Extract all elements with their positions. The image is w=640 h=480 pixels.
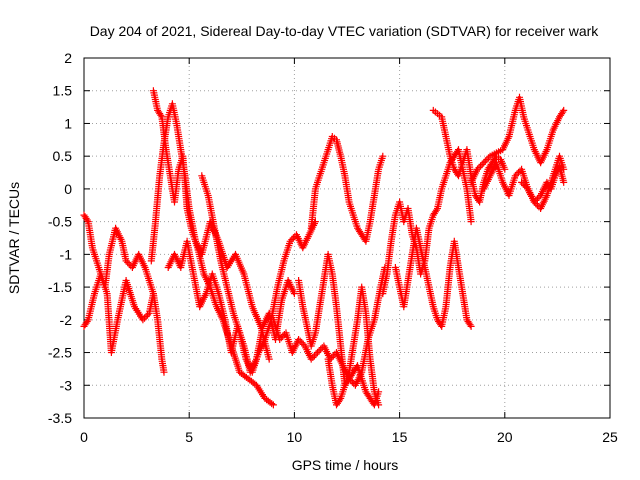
y-tick-label: 0.5: [53, 148, 73, 164]
y-tick-label: 1.5: [53, 83, 73, 99]
x-tick-label: 10: [287, 429, 303, 445]
series-track-6: [198, 172, 319, 376]
x-tick-label: 5: [185, 429, 193, 445]
y-tick-label: -1.5: [48, 279, 72, 295]
series-markers: [391, 224, 475, 330]
series-markers: [198, 172, 319, 376]
series-track-14: [467, 93, 568, 186]
y-tick-label: -2.5: [48, 345, 72, 361]
x-axis-label: GPS time / hours: [292, 457, 399, 473]
x-tick-label: 25: [602, 429, 618, 445]
y-tick-label: 0: [64, 181, 72, 197]
axis-ticks: 0 5 10 15 20 25 -3.5 -3 -2.5 -2 -1.5 -1 -0.5 0 0.5 1 1.5…: [48, 50, 618, 445]
series-track-16: [518, 162, 568, 206]
y-tick-label: 2: [64, 50, 72, 66]
series-track-9: [295, 250, 383, 409]
data-points: [80, 87, 568, 409]
y-tick-label: -3: [60, 377, 73, 393]
x-tick-label: 15: [392, 429, 408, 445]
series-markers: [518, 162, 568, 206]
series-markers: [307, 133, 387, 245]
series-track-10: [324, 355, 383, 409]
series-markers: [295, 250, 383, 409]
x-tick-label: 20: [497, 429, 513, 445]
y-tick-label: 1: [64, 115, 72, 131]
series-track-13: [429, 106, 509, 206]
series-markers: [147, 100, 273, 363]
series-markers: [80, 270, 157, 356]
series-markers: [324, 355, 383, 409]
plot-frame: [83, 57, 611, 419]
y-tick-label: -0.5: [48, 214, 72, 230]
y-tick-label: -2: [60, 312, 73, 328]
series-markers: [429, 106, 509, 206]
y-tick-label: -1: [60, 246, 73, 262]
series-markers: [467, 93, 568, 186]
chart-title: Day 204 of 2021, Sidereal Day-to-day VTE…: [90, 23, 600, 39]
y-tick-label: -3.5: [48, 410, 72, 426]
series-track-4: [149, 87, 277, 409]
series-markers: [149, 87, 277, 409]
series-track-2: [80, 270, 157, 356]
series-track-12: [391, 224, 475, 330]
series-track-3: [147, 100, 273, 363]
grid: [84, 58, 610, 418]
y-axis-label: SDTVAR / TECUs: [6, 182, 22, 294]
x-tick-label: 0: [80, 429, 88, 445]
series-track-8: [307, 133, 387, 245]
